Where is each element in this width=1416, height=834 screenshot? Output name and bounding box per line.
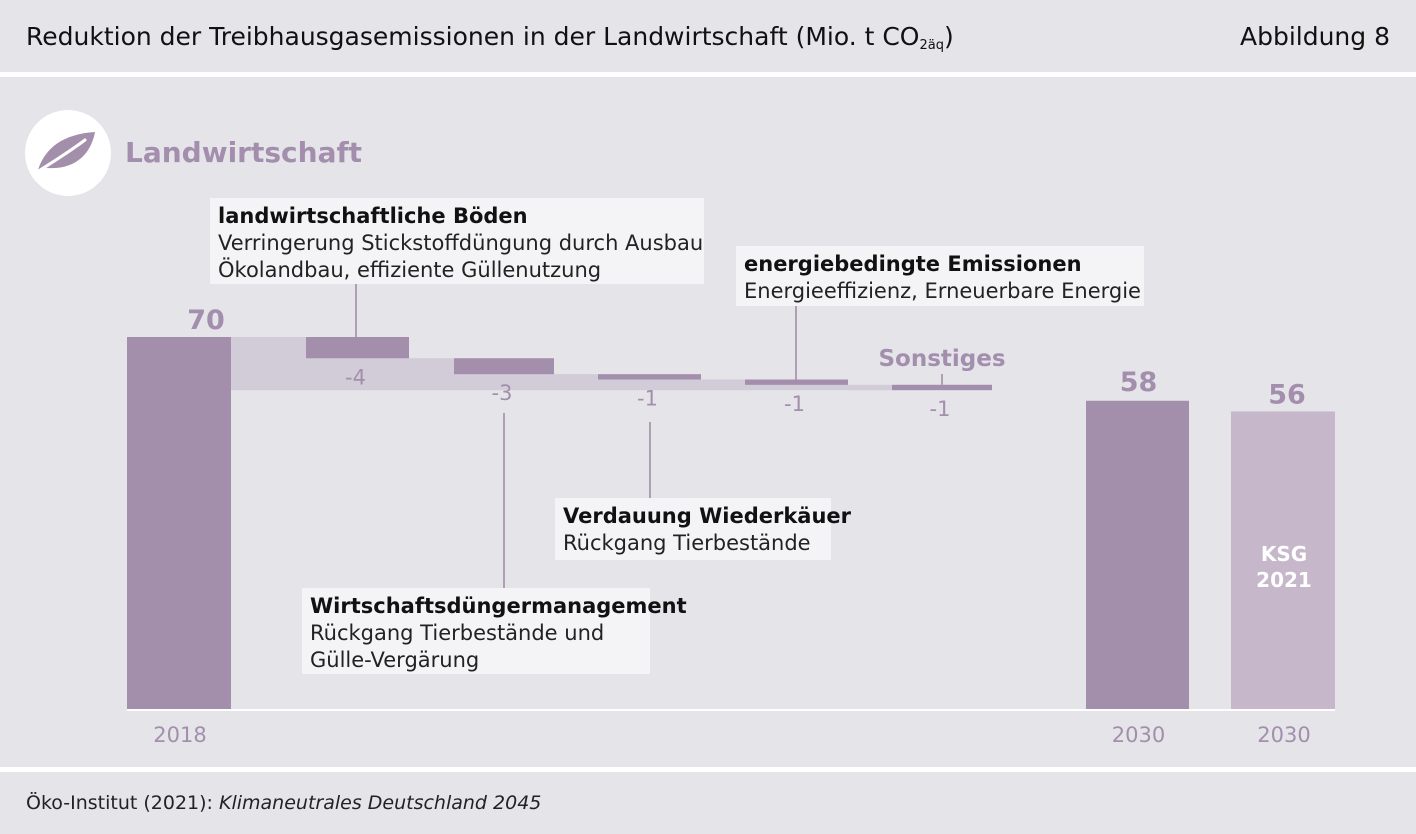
callout-title: landwirtschaftliche Böden <box>218 204 528 228</box>
value-label: 70 <box>187 305 225 336</box>
callout-wirtschaftsduenger: Wirtschaftsdüngermanagement Rückgang Tie… <box>302 588 687 674</box>
callout-line: Rückgang Tierbestände und <box>310 621 605 645</box>
callout-title: Wirtschaftsdüngermanagement <box>310 594 687 618</box>
leaf-icon <box>35 132 95 174</box>
callout-line: Verringerung Stickstoffdüngung durch Aus… <box>218 231 704 255</box>
bar-reduction-1 <box>306 337 409 359</box>
ksg-label: 2021 <box>1256 568 1312 592</box>
bar-2030 <box>1086 400 1189 709</box>
x-tick-label: 2018 <box>153 723 206 747</box>
sector-name: Landwirtschaft <box>125 136 363 169</box>
callout-energie: energiebedingte Emissionen Energieeffizi… <box>736 246 1144 306</box>
callout-line: Rückgang Tierbestände <box>563 531 811 555</box>
value-label: -1 <box>930 397 951 421</box>
source-note: Öko-Institut (2021): Klimaneutrales Deut… <box>26 792 542 814</box>
value-label: -1 <box>784 392 805 416</box>
value-label: -1 <box>637 387 658 411</box>
figure-label: Abbildung 8 <box>1239 22 1390 51</box>
value-label: 58 <box>1120 367 1158 398</box>
bar-2018 <box>127 337 231 709</box>
bar-reduction-2 <box>454 358 554 375</box>
callout-title: energiebedingte Emissionen <box>744 252 1082 276</box>
bar-reduction-4 <box>745 379 848 385</box>
bar-reduction-3 <box>598 374 701 380</box>
x-tick-label: 2030 <box>1257 723 1310 747</box>
footer-divider <box>0 767 1416 772</box>
ksg-label: KSG <box>1261 542 1307 566</box>
callout-boeden: landwirtschaftliche Böden Verringerung S… <box>210 198 704 284</box>
callout-line: Gülle-Vergärung <box>310 648 480 672</box>
callout-line: Energieeffizienz, Erneuerbare Energie <box>744 279 1141 303</box>
header: Reduktion der Treibhausgasemissionen in … <box>0 0 1416 74</box>
callout-verdauung: Verdauung Wiederkäuer Rückgang Tierbestä… <box>555 498 852 560</box>
chart-title: Reduktion der Treibhausgasemissionen in … <box>26 22 954 53</box>
bar-2030-ksg <box>1231 411 1335 709</box>
callout-title: Verdauung Wiederkäuer <box>563 504 852 528</box>
bar-reduction-5 <box>892 384 992 391</box>
value-label: -3 <box>492 381 513 405</box>
value-label: -4 <box>345 365 366 389</box>
callout-line: Ökolandbau, effiziente Güllenutzung <box>218 258 602 282</box>
value-label: 56 <box>1268 379 1306 410</box>
x-tick-label: 2030 <box>1112 723 1165 747</box>
header-divider <box>0 72 1416 77</box>
sector-logo <box>25 110 111 196</box>
sonstiges-label: Sonstiges <box>878 346 1005 372</box>
